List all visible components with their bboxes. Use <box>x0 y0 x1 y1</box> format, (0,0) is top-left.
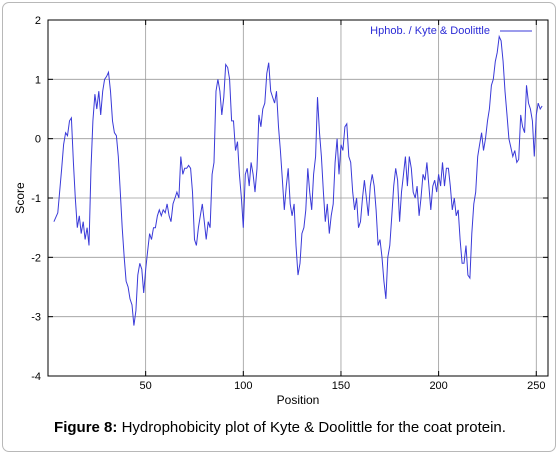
figure-frame <box>2 2 556 452</box>
y-tick-label: -1 <box>31 193 41 205</box>
caption-text: Hydrophobicity plot of Kyte & Doolittle … <box>121 419 506 436</box>
x-axis-label: Position <box>277 393 320 407</box>
y-tick-label: 2 <box>35 15 41 27</box>
y-tick-label: -2 <box>31 252 41 264</box>
series-line <box>53 34 543 326</box>
y-axis-label: Score <box>13 182 27 214</box>
caption-label: Figure 8: <box>54 419 118 436</box>
y-tick-label: -4 <box>31 371 41 383</box>
y-tick-label: -3 <box>31 312 41 324</box>
x-tick-label: 100 <box>234 380 252 392</box>
x-tick-label: 200 <box>429 380 447 392</box>
y-tick-label: 1 <box>35 74 41 86</box>
x-tick-label: 250 <box>527 380 545 392</box>
legend-label: Hphob. / Kyte & Doolittle <box>370 25 490 37</box>
x-tick-label: 50 <box>140 380 152 392</box>
figure-caption: Figure 8: Hydrophobicity plot of Kyte & … <box>0 419 560 436</box>
x-tick-label: 150 <box>332 380 350 392</box>
y-tick-label: 0 <box>35 134 41 146</box>
